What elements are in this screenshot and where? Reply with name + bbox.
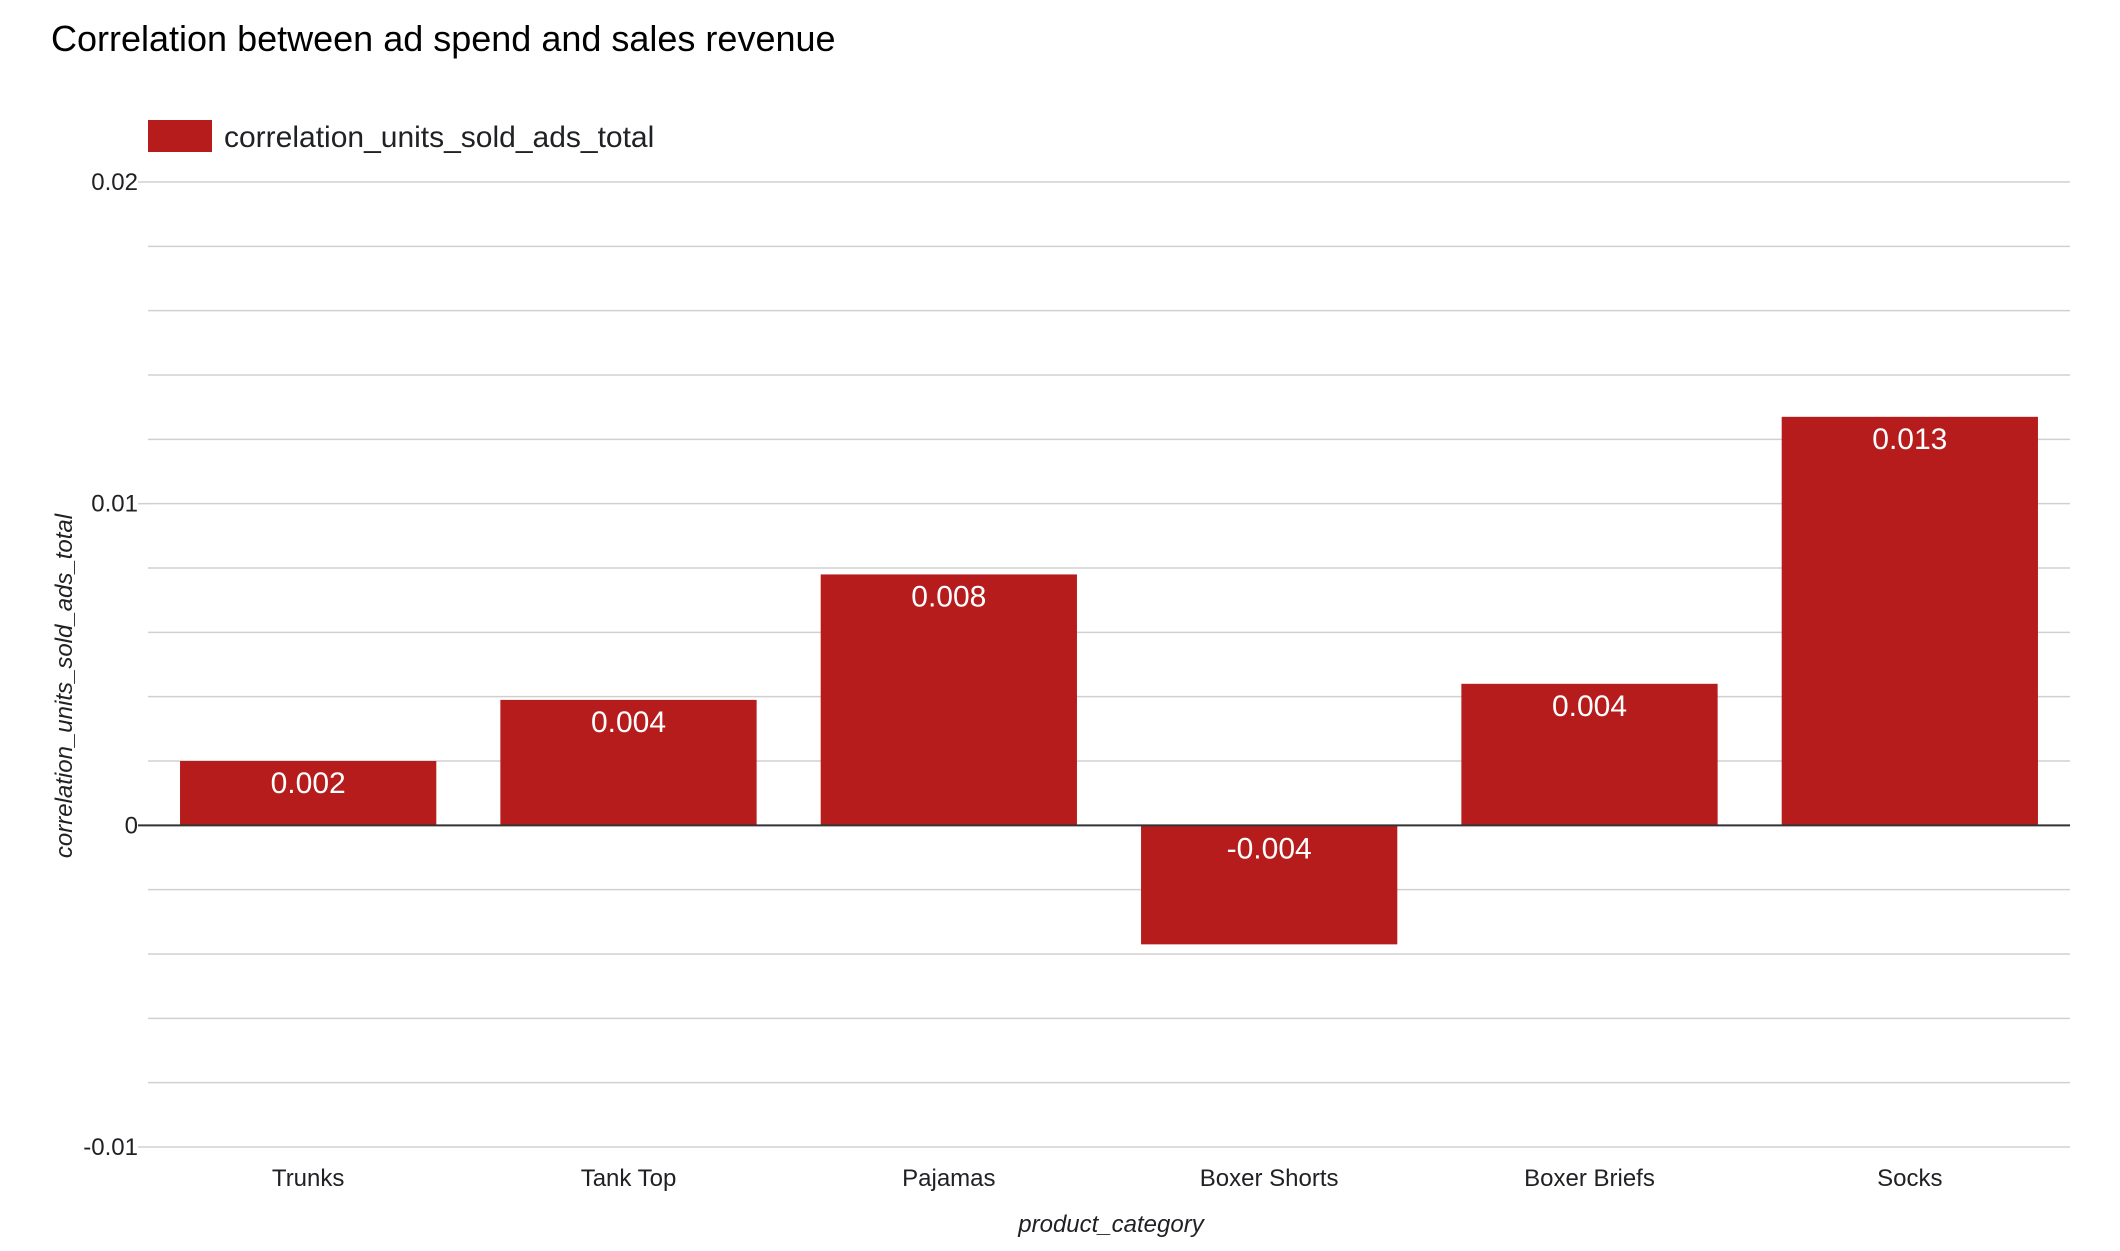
- x-axis-title: product_category: [1017, 1211, 1205, 1238]
- x-tick-label: Boxer Briefs: [1524, 1165, 1655, 1192]
- data-label: 0.004: [591, 706, 666, 739]
- x-tick-label: Trunks: [272, 1165, 344, 1192]
- x-axis: Trunks Tank Top Pajamas Boxer Shorts Boxer B…: [272, 1165, 1943, 1192]
- bar-socks: [1781, 416, 2038, 826]
- legend-label: correlation_units_sold_ads_total: [224, 121, 654, 154]
- chart-title: Correlation between ad spend and sales r…: [51, 18, 836, 59]
- bar-trunks: [180, 761, 437, 826]
- bar-boxer-shorts: [1141, 825, 1398, 945]
- x-tick-label: Boxer Shorts: [1200, 1165, 1339, 1192]
- data-label: -0.004: [1227, 832, 1312, 865]
- y-axis: 0.02 0.01 0 -0.01: [83, 169, 148, 1161]
- x-tick-label: Tank Top: [581, 1165, 677, 1192]
- data-label: 0.004: [1552, 690, 1627, 723]
- y-tick-label: 0: [125, 812, 138, 839]
- x-tick-label: Pajamas: [902, 1165, 995, 1192]
- data-label: 0.008: [911, 580, 986, 613]
- y-tick-label: -0.01: [83, 1134, 138, 1161]
- legend-swatch: [148, 120, 212, 152]
- bar-tank-top: [500, 699, 757, 826]
- legend: correlation_units_sold_ads_total: [148, 120, 654, 154]
- bar-boxer-briefs: [1461, 683, 1718, 826]
- data-label: 0.002: [271, 767, 346, 800]
- y-tick-label: 0.01: [91, 491, 138, 518]
- y-tick-label: 0.02: [91, 169, 138, 196]
- y-axis-title: correlation_units_sold_ads_total: [51, 513, 78, 858]
- data-label: 0.013: [1872, 423, 1947, 456]
- data-labels: 0.002 0.004 0.008 -0.004 0.004 0.013: [271, 423, 1948, 866]
- bars: [180, 416, 2038, 945]
- x-tick-label: Socks: [1877, 1165, 1942, 1192]
- bar-pajamas: [820, 574, 1077, 826]
